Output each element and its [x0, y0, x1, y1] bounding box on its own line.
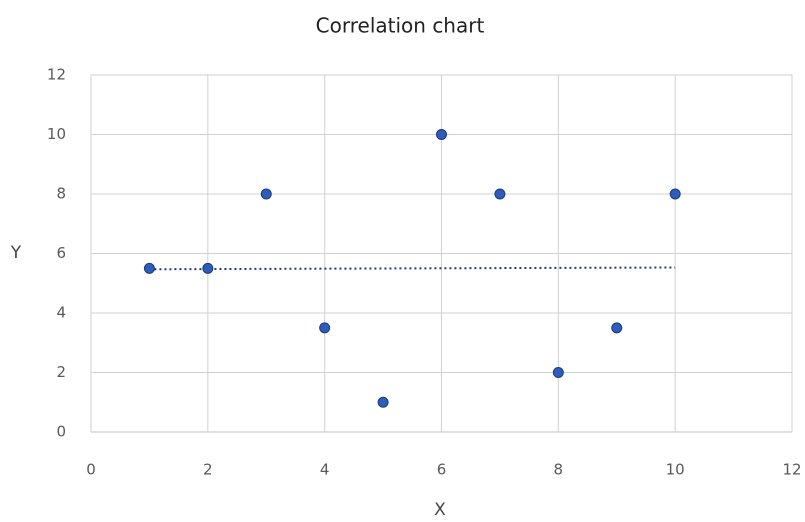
y-tick-label: 4 [56, 304, 66, 322]
y-tick-label: 12 [47, 66, 66, 84]
x-tick-label: 0 [86, 461, 96, 479]
y-tick-label: 2 [56, 363, 66, 381]
point [203, 263, 213, 273]
chart: Correlation chart X Y 0 2 4 6 8 10 12 0 2 4 6 8 10 12 [0, 0, 805, 522]
x-tick-label: 4 [320, 461, 330, 479]
trendline [149, 267, 675, 269]
y-tick-label: 6 [56, 244, 66, 262]
chart-title: Correlation chart [316, 14, 485, 38]
y-tick-label: 10 [47, 125, 66, 143]
point [144, 263, 154, 273]
x-tick-label: 12 [782, 461, 801, 479]
x-axis-title: X [434, 500, 446, 520]
point [320, 323, 330, 333]
x-tick-label: 10 [666, 461, 685, 479]
point [553, 368, 563, 378]
point [495, 189, 505, 199]
x-tick-label: 2 [203, 461, 213, 479]
point [437, 130, 447, 140]
point [670, 189, 680, 199]
x-tick-label: 8 [554, 461, 564, 479]
point [378, 397, 388, 407]
y-axis-title: Y [10, 243, 22, 263]
point [612, 323, 622, 333]
page: {"chart_data": {"type": "scatter", "titl… [0, 0, 805, 522]
y-tick-label: 0 [56, 423, 66, 441]
y-tick-label: 8 [56, 185, 66, 203]
x-tick-label: 6 [437, 461, 447, 479]
point [261, 189, 271, 199]
